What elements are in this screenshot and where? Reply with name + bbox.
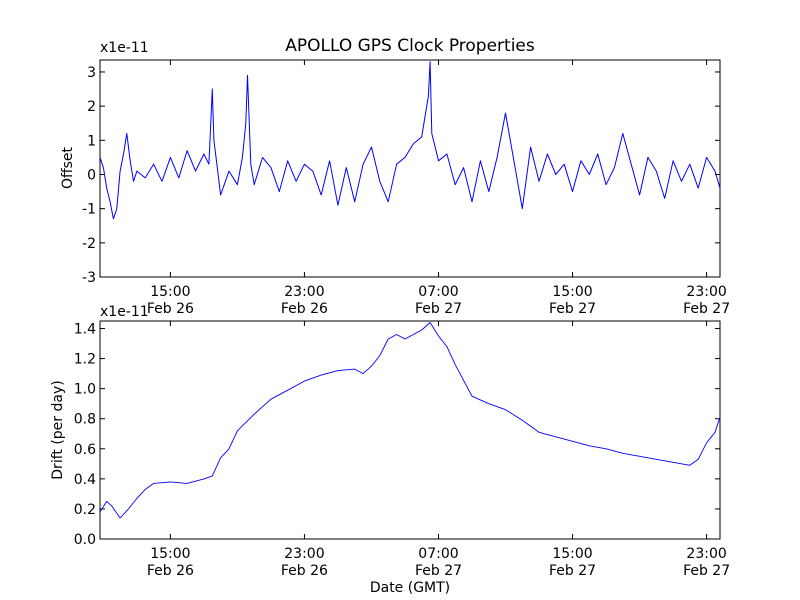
drift-ytick-label: 0.0 [74, 532, 96, 548]
drift-y-axis-label: Drift (per day) [50, 380, 66, 479]
drift-xtick-time-label: 15:00 [552, 546, 592, 562]
drift-ytick-label: 1.2 [74, 352, 96, 368]
drift-ytick-label: 1.0 [74, 382, 96, 398]
drift-xtick-date-label: Feb 27 [415, 563, 462, 579]
drift-series-line [99, 322, 721, 519]
drift-xtick-date-label: Feb 26 [147, 563, 194, 579]
drift-series-group [99, 322, 721, 519]
offset-ytick-label: -2 [82, 236, 96, 252]
offset-scale-label: x1e-11 [100, 40, 149, 56]
drift-xtick-date-label: Feb 27 [549, 563, 596, 579]
offset-xtick-time-label: 15:00 [150, 284, 190, 300]
offset-ytick-label: -1 [82, 202, 96, 218]
offset-plot-frame [99, 59, 721, 278]
drift-xtick-time-label: 23:00 [284, 546, 324, 562]
drift-xtick-time-label: 07:00 [418, 546, 458, 562]
offset-xtick-time-label: 07:00 [418, 284, 458, 300]
offset-ytick-label: 2 [87, 99, 96, 115]
x-axis-label: Date (GMT) [370, 580, 450, 596]
drift-xtick-date-label: Feb 27 [683, 563, 730, 579]
offset-ytick-label: -3 [82, 270, 96, 286]
offset-xtick-time-label: 23:00 [686, 284, 726, 300]
offset-y-axis-label: Offset [60, 146, 76, 189]
offset-series-group [99, 61, 721, 220]
drift-xtick-time-label: 15:00 [150, 546, 190, 562]
offset-xtick-time-label: 15:00 [552, 284, 592, 300]
drift-xtick-time-label: 23:00 [686, 546, 726, 562]
drift-ytick-label: 0.4 [74, 472, 96, 488]
drift-plot-frame [99, 320, 721, 540]
offset-xtick-date-label: Feb 27 [683, 301, 730, 317]
offset-ytick-label: 0 [87, 167, 96, 183]
offset-xtick-date-label: Feb 27 [415, 301, 462, 317]
offset-xtick-date-label: Feb 26 [147, 301, 194, 317]
offset-ytick-label: 3 [87, 65, 96, 81]
drift-ytick-label: 0.6 [74, 442, 96, 458]
offset-ytick-label: 1 [87, 133, 96, 149]
drift-ytick-label: 0.8 [74, 412, 96, 428]
chart-title: APOLLO GPS Clock Properties [285, 36, 535, 56]
offset-xtick-date-label: Feb 27 [549, 301, 596, 317]
drift-ytick-label: 1.4 [74, 322, 96, 338]
offset-series-line [99, 61, 721, 220]
drift-scale-label: x1e-11 [100, 304, 149, 320]
drift-ytick-label: 0.2 [74, 502, 96, 518]
offset-xtick-date-label: Feb 26 [281, 301, 328, 317]
drift-xtick-date-label: Feb 26 [281, 563, 328, 579]
offset-xtick-time-label: 23:00 [284, 284, 324, 300]
